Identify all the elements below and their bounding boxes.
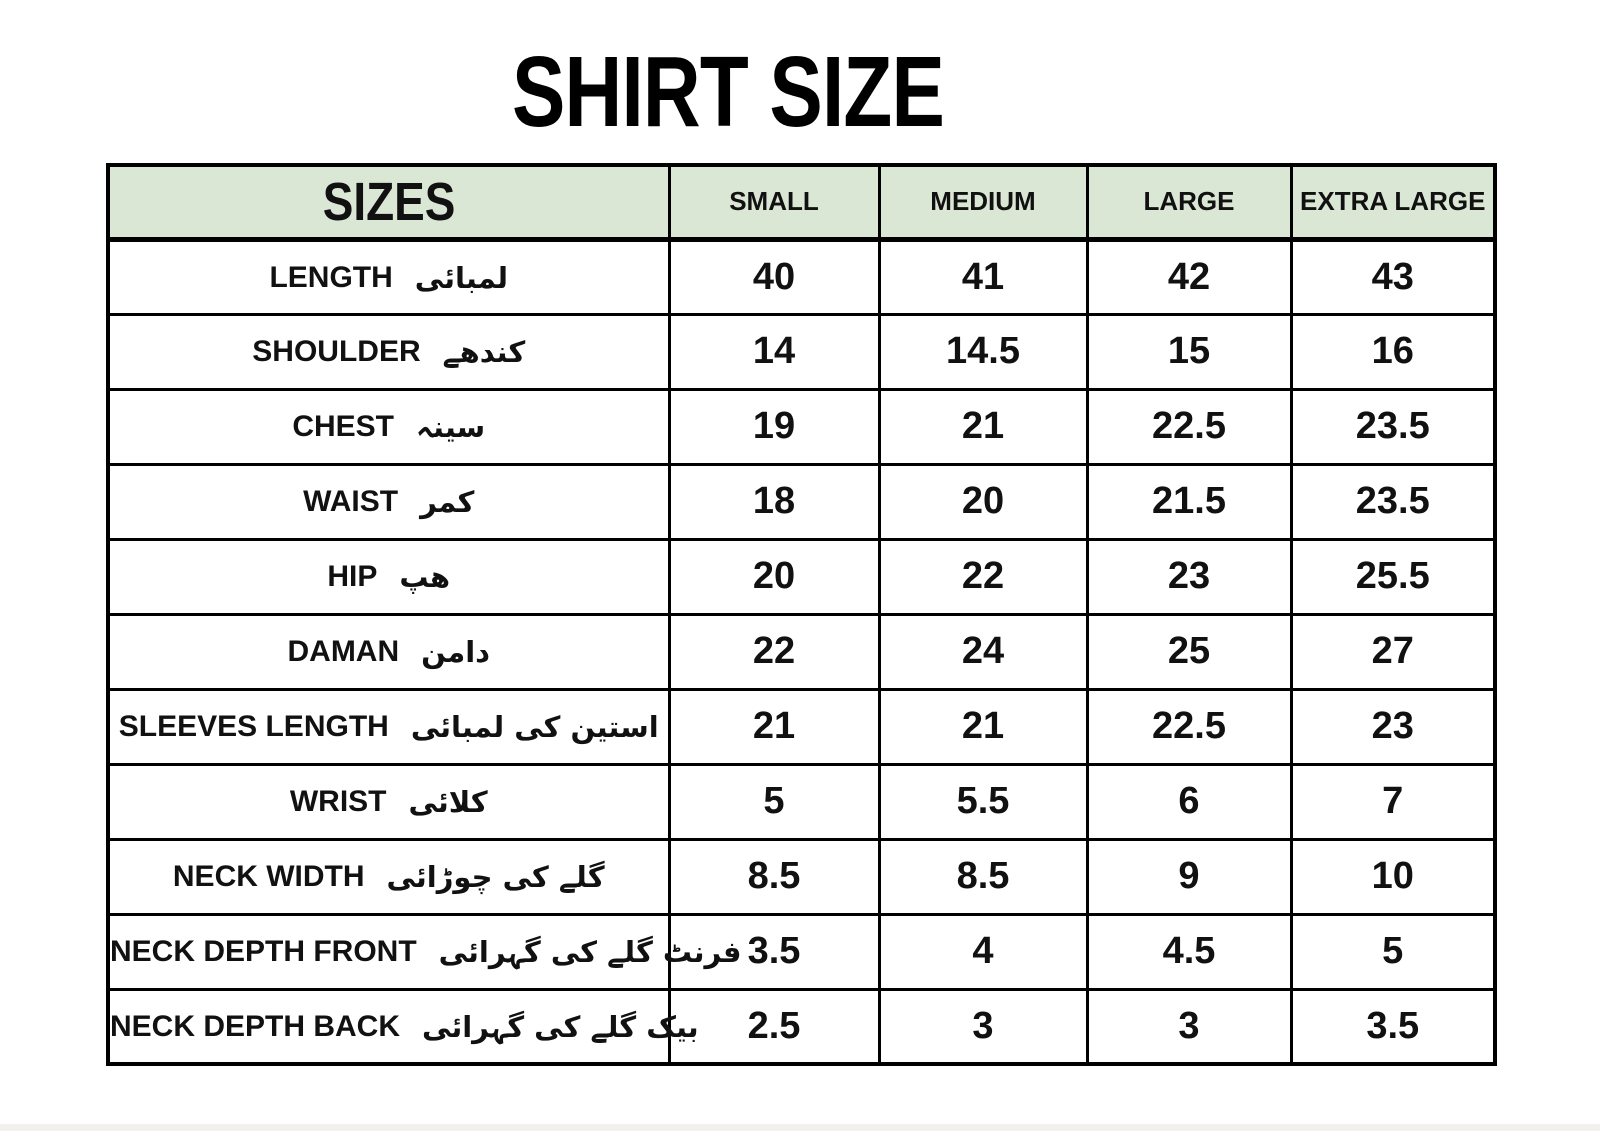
measurement-label-cell: NECK DEPTH FRONT فرنٹ گلے کی گہرائی bbox=[106, 912, 742, 991]
size-value-cell: 7 bbox=[1289, 762, 1497, 841]
size-value-cell: 41 bbox=[877, 237, 1089, 316]
size-value-cell: 23.5 bbox=[1289, 462, 1497, 541]
measurement-label-cell: SLEEVES LENGTH استین کی لمبائی bbox=[106, 687, 671, 766]
measurement-label-cell: HIP ھپ bbox=[106, 537, 671, 616]
size-value-cell: 4.5 bbox=[1085, 912, 1293, 991]
size-value-cell: 23 bbox=[1289, 687, 1497, 766]
size-value-cell: 5.5 bbox=[877, 762, 1089, 841]
table-row: SHOULDER کندھے 14 14.5 15 16 bbox=[106, 312, 1497, 391]
size-value-cell: 16 bbox=[1289, 312, 1497, 391]
size-value-cell: 14.5 bbox=[877, 312, 1089, 391]
measurement-label-cell: NECK DEPTH BACK بیک گلے کی گہرائی bbox=[106, 987, 699, 1066]
table-row: NECK WIDTH گلے کی چوڑائی 8.5 8.5 9 10 bbox=[106, 837, 1497, 916]
sizes-header-label: SIZES bbox=[322, 171, 456, 232]
measurement-label-urdu: لمبائی bbox=[414, 260, 509, 295]
table-row: WAIST کمر 18 20 21.5 23.5 bbox=[106, 462, 1497, 541]
measurement-label-urdu: دامن bbox=[421, 635, 491, 670]
size-value-cell: 10 bbox=[1289, 837, 1497, 916]
size-value-cell: 24 bbox=[877, 612, 1089, 691]
measurement-label-urdu: سینہ bbox=[416, 410, 486, 445]
measurement-label-english: LENGTH bbox=[269, 260, 393, 294]
column-header-large: LARGE bbox=[1085, 163, 1293, 242]
size-value-cell: 6 bbox=[1085, 762, 1293, 841]
size-value-cell: 8.5 bbox=[877, 837, 1089, 916]
measurement-label-urdu: استین کی لمبائی bbox=[410, 710, 659, 745]
size-value-cell: 20 bbox=[667, 537, 881, 616]
size-value-cell: 21 bbox=[877, 687, 1089, 766]
measurement-label-english: WRIST bbox=[289, 785, 387, 819]
size-value-cell: 3 bbox=[877, 987, 1089, 1066]
size-value-cell: 3 bbox=[1085, 987, 1293, 1066]
size-value-cell: 4 bbox=[877, 912, 1089, 991]
size-value-cell: 21.5 bbox=[1085, 462, 1293, 541]
size-value-cell: 8.5 bbox=[667, 837, 881, 916]
size-value-cell: 42 bbox=[1085, 237, 1293, 316]
size-value-cell: 5 bbox=[1289, 912, 1497, 991]
measurement-label-cell: DAMAN دامن bbox=[106, 612, 671, 691]
table-row: WRIST کلائی 5 5.5 6 7 bbox=[106, 762, 1497, 841]
size-value-cell: 14 bbox=[667, 312, 881, 391]
table-row: HIP ھپ 20 22 23 25.5 bbox=[106, 537, 1497, 616]
size-value-cell: 9 bbox=[1085, 837, 1293, 916]
measurement-label-urdu: فرنٹ گلے کی گہرائی bbox=[438, 935, 742, 970]
measurement-label-urdu: کمر bbox=[420, 485, 475, 520]
size-value-cell: 23 bbox=[1085, 537, 1293, 616]
measurement-label-english: DAMAN bbox=[287, 635, 400, 669]
column-header-extra-large: EXTRA LARGE bbox=[1289, 163, 1497, 242]
measurement-label-english: NECK DEPTH BACK bbox=[110, 1009, 401, 1043]
column-header-small: SMALL bbox=[667, 163, 881, 242]
size-value-cell: 2.5 bbox=[667, 987, 881, 1066]
measurement-label-cell: SHOULDER کندھے bbox=[106, 312, 671, 391]
size-value-cell: 20 bbox=[877, 462, 1089, 541]
page-title: SHIRT SIZE bbox=[511, 36, 945, 148]
sizes-header-cell: SIZES bbox=[106, 163, 671, 242]
size-value-cell: 21 bbox=[877, 387, 1089, 466]
size-value-cell: 18 bbox=[667, 462, 881, 541]
table-row: NECK DEPTH BACK بیک گلے کی گہرائی 2.5 3 3 3.5 bbox=[106, 987, 1497, 1066]
measurement-label-english: NECK DEPTH FRONT bbox=[110, 935, 417, 969]
size-table: SIZES SMALL MEDIUM LARGE EXTRA LARGE LENGTH… bbox=[106, 163, 1497, 1066]
measurement-label-english: CHEST bbox=[292, 410, 394, 444]
size-value-cell: 22.5 bbox=[1085, 687, 1293, 766]
table-row: LENGTH لمبائی 40 41 42 43 bbox=[106, 237, 1497, 316]
size-value-cell: 40 bbox=[667, 237, 881, 316]
size-value-cell: 5 bbox=[667, 762, 881, 841]
size-value-cell: 3.5 bbox=[667, 912, 881, 991]
measurement-label-cell: LENGTH لمبائی bbox=[106, 237, 671, 316]
measurement-label-urdu: کلائی bbox=[408, 785, 488, 820]
size-value-cell: 21 bbox=[667, 687, 881, 766]
table-row: DAMAN دامن 22 24 25 27 bbox=[106, 612, 1497, 691]
measurement-label-cell: WAIST کمر bbox=[106, 462, 671, 541]
measurement-label-urdu: ھپ bbox=[399, 560, 451, 595]
measurement-label-english: HIP bbox=[327, 560, 378, 594]
measurement-label-urdu: گلے کی چوڑائی bbox=[386, 860, 605, 895]
measurement-label-english: SHOULDER bbox=[252, 335, 421, 369]
header-row: SIZES SMALL MEDIUM LARGE EXTRA LARGE bbox=[106, 163, 1497, 242]
measurement-label-cell: CHEST سینہ bbox=[106, 387, 671, 466]
size-value-cell: 22 bbox=[877, 537, 1089, 616]
size-value-cell: 43 bbox=[1289, 237, 1497, 316]
size-value-cell: 23.5 bbox=[1289, 387, 1497, 466]
size-value-cell: 19 bbox=[667, 387, 881, 466]
table-row: SLEEVES LENGTH استین کی لمبائی 21 21 22.5 23 bbox=[106, 687, 1497, 766]
measurement-label-cell: WRIST کلائی bbox=[106, 762, 671, 841]
measurement-label-cell: NECK WIDTH گلے کی چوڑائی bbox=[106, 837, 671, 916]
table-row: NECK DEPTH FRONT فرنٹ گلے کی گہرائی 3.5 4 4.… bbox=[106, 912, 1497, 991]
size-value-cell: 22 bbox=[667, 612, 881, 691]
size-value-cell: 25.5 bbox=[1289, 537, 1497, 616]
bottom-edge-strip bbox=[0, 1124, 1600, 1131]
measurement-label-english: NECK WIDTH bbox=[172, 860, 365, 894]
table-row: CHEST سینہ 19 21 22.5 23.5 bbox=[106, 387, 1497, 466]
column-header-medium: MEDIUM bbox=[877, 163, 1089, 242]
measurement-label-english: WAIST bbox=[303, 485, 399, 519]
size-value-cell: 3.5 bbox=[1289, 987, 1497, 1066]
measurement-label-english: SLEEVES LENGTH bbox=[118, 710, 389, 744]
size-value-cell: 15 bbox=[1085, 312, 1293, 391]
size-value-cell: 27 bbox=[1289, 612, 1497, 691]
measurement-label-urdu: بیک گلے کی گہرائی bbox=[422, 1009, 699, 1044]
size-value-cell: 25 bbox=[1085, 612, 1293, 691]
measurement-label-urdu: کندھے bbox=[442, 335, 526, 370]
size-value-cell: 22.5 bbox=[1085, 387, 1293, 466]
